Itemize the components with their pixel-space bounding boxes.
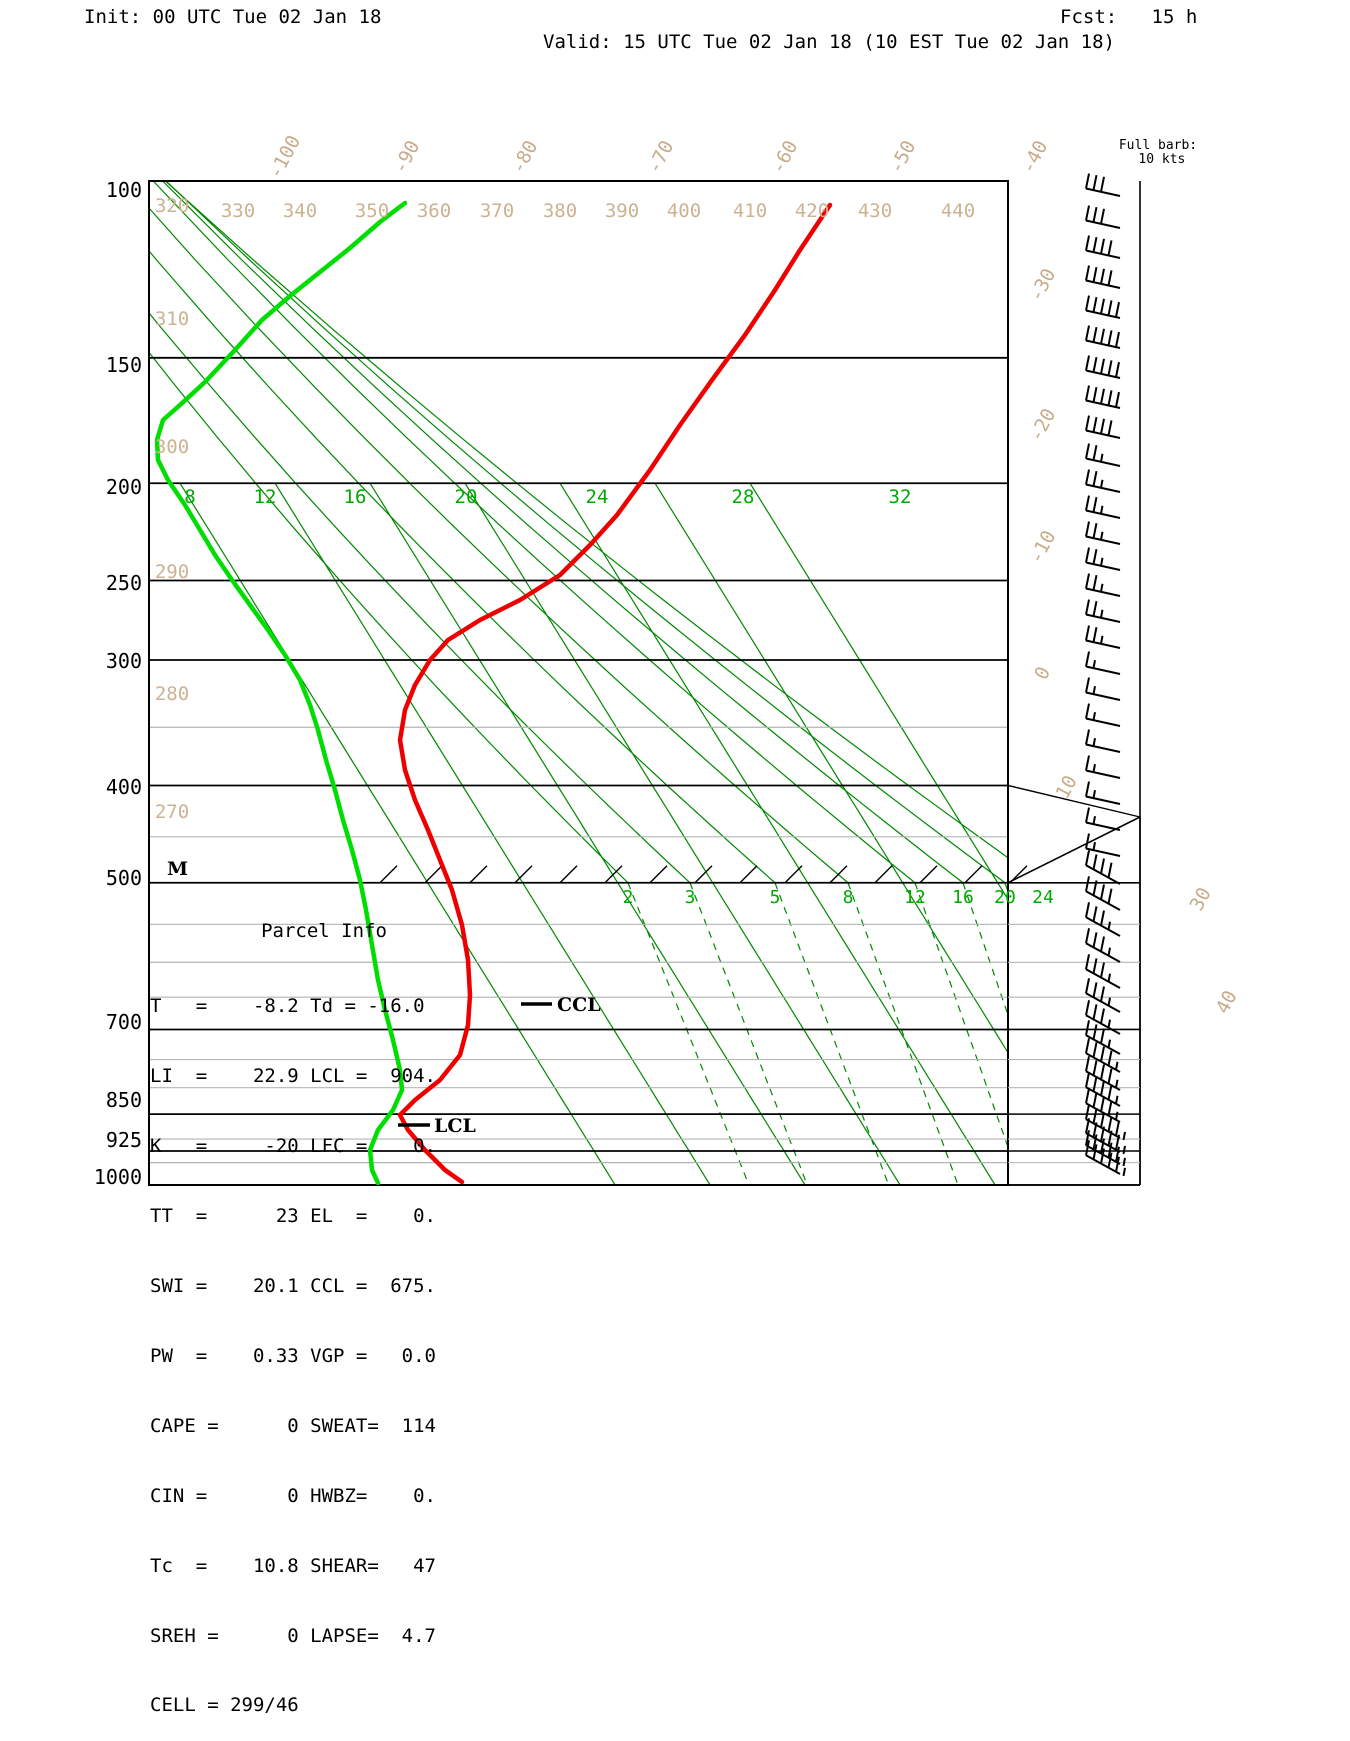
svg-text:700: 700 xyxy=(106,1010,142,1034)
svg-text:-30: -30 xyxy=(1025,265,1061,306)
parcel-row-li: LI = 22.9 LCL = 904. xyxy=(150,1065,436,1088)
svg-text:2: 2 xyxy=(623,887,634,908)
svg-text:24: 24 xyxy=(586,486,609,508)
wind-barb-column xyxy=(1085,173,1126,1177)
svg-text:-90: -90 xyxy=(389,137,425,178)
svg-text:290: 290 xyxy=(155,561,189,583)
level-markers: M CCL LCL xyxy=(167,858,601,1137)
svg-text:390: 390 xyxy=(605,200,639,222)
svg-text:16: 16 xyxy=(952,887,974,908)
svg-text:440: 440 xyxy=(941,200,975,222)
svg-text:100: 100 xyxy=(106,178,142,202)
svg-text:430: 430 xyxy=(858,200,892,222)
svg-text:12: 12 xyxy=(904,887,926,908)
svg-text:10: 10 xyxy=(1052,772,1082,803)
svg-text:350: 350 xyxy=(355,200,389,222)
svg-text:M: M xyxy=(167,858,188,880)
svg-text:LCL: LCL xyxy=(434,1115,476,1137)
svg-text:20: 20 xyxy=(455,486,478,508)
svg-text:-70: -70 xyxy=(643,137,679,178)
parcel-info-title: Parcel Info xyxy=(261,919,387,942)
parcel-row-pw: PW = 0.33 VGP = 0.0 xyxy=(150,1344,436,1367)
svg-text:32: 32 xyxy=(889,486,912,508)
wind-barb-legend: Full barb: 10 kts xyxy=(1118,138,1198,167)
svg-text:420: 420 xyxy=(795,200,829,222)
svg-text:30: 30 xyxy=(1186,884,1216,915)
svg-text:850: 850 xyxy=(106,1088,142,1112)
sounding-curves xyxy=(154,200,833,1185)
svg-text:-80: -80 xyxy=(507,137,543,178)
svg-text:250: 250 xyxy=(106,571,142,595)
svg-text:16: 16 xyxy=(344,486,367,508)
svg-text:310: 310 xyxy=(155,308,189,330)
svg-text:-20: -20 xyxy=(1025,405,1061,446)
svg-text:150: 150 xyxy=(106,353,142,377)
parcel-row-cell: CELL = 299/46 xyxy=(150,1694,299,1717)
svg-text:200: 200 xyxy=(106,475,142,499)
parcel-row-sreh: SREH = 0 LAPSE= 4.7 xyxy=(150,1624,436,1647)
hatch-marks xyxy=(379,865,1028,884)
svg-text:300: 300 xyxy=(106,649,142,673)
svg-text:-50: -50 xyxy=(885,137,921,178)
svg-text:-60: -60 xyxy=(767,137,803,178)
svg-text:8: 8 xyxy=(184,486,195,508)
svg-text:0: 0 xyxy=(1030,663,1055,683)
svg-text:1000: 1000 xyxy=(94,1165,142,1189)
svg-text:500: 500 xyxy=(106,866,142,890)
init-time-label: Init: 00 UTC Tue 02 Jan 18 xyxy=(84,6,382,28)
svg-text:20: 20 xyxy=(994,887,1016,908)
svg-text:340: 340 xyxy=(283,200,317,222)
svg-text:410: 410 xyxy=(733,200,767,222)
svg-text:360: 360 xyxy=(417,200,451,222)
svg-text:3: 3 xyxy=(685,887,696,908)
svg-text:330: 330 xyxy=(221,200,255,222)
parcel-row-tc: Tc = 10.8 SHEAR= 47 xyxy=(150,1554,436,1577)
svg-text:380: 380 xyxy=(543,200,577,222)
svg-text:CCL: CCL xyxy=(557,994,601,1016)
svg-text:-40: -40 xyxy=(1017,137,1053,178)
valid-time-label: Valid: 15 UTC Tue 02 Jan 18 (10 EST Tue … xyxy=(543,31,1115,53)
parcel-info-panel: Parcel Info T = -8.2 Td = -16.0 LI = 22.… xyxy=(150,873,480,1741)
svg-text:5: 5 xyxy=(770,887,781,908)
svg-text:40: 40 xyxy=(1212,987,1242,1018)
parcel-row-t: T = -8.2 Td = -16.0 xyxy=(150,995,425,1018)
svg-text:-100: -100 xyxy=(264,132,305,183)
svg-text:8: 8 xyxy=(843,887,854,908)
svg-text:-10: -10 xyxy=(1025,527,1061,568)
svg-text:320: 320 xyxy=(155,195,189,217)
svg-text:12: 12 xyxy=(254,486,277,508)
parcel-row-cape: CAPE = 0 SWEAT= 114 xyxy=(150,1414,436,1437)
svg-text:370: 370 xyxy=(480,200,514,222)
svg-text:300: 300 xyxy=(155,436,189,458)
forecast-hour-label: Fcst: 15 h xyxy=(1060,6,1198,28)
svg-text:400: 400 xyxy=(667,200,701,222)
parcel-row-cin: CIN = 0 HWBZ= 0. xyxy=(150,1484,436,1507)
svg-text:400: 400 xyxy=(106,775,142,799)
svg-text:925: 925 xyxy=(106,1128,142,1152)
parcel-row-k: K = -20 LFC = 0. xyxy=(150,1135,436,1158)
svg-text:24: 24 xyxy=(1032,887,1054,908)
svg-text:270: 270 xyxy=(155,801,189,823)
svg-text:280: 280 xyxy=(155,683,189,705)
parcel-row-swi: SWI = 20.1 CCL = 675. xyxy=(150,1275,436,1298)
parcel-row-tt: TT = 23 EL = 0. xyxy=(150,1205,436,1228)
svg-text:28: 28 xyxy=(732,486,755,508)
